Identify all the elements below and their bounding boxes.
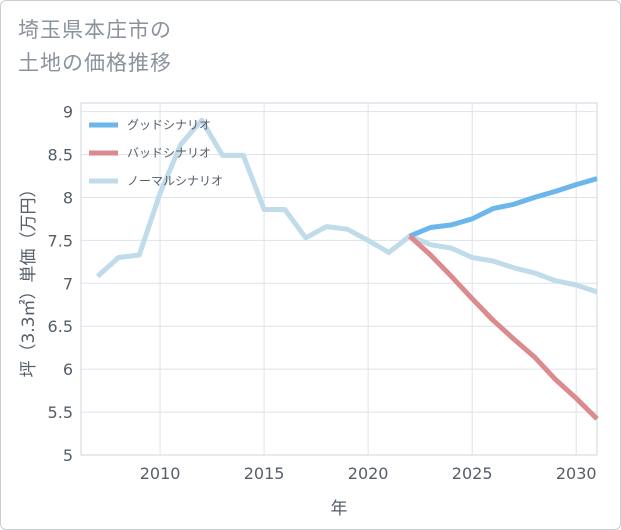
tick-labels: 5 5.5 6 6.5 7 7.5 8 8.5 9 2010 2015 2020 2025 2030 bbox=[48, 103, 597, 483]
x-tick-label: 2020 bbox=[348, 464, 389, 483]
x-tick-label: 2015 bbox=[244, 464, 285, 483]
title-line-2: 土地の価格推移 bbox=[18, 51, 172, 75]
plot-border bbox=[80, 102, 598, 456]
y-tick-label: 7.5 bbox=[48, 231, 73, 250]
legend-label-2: ノーマルシナリオ bbox=[127, 174, 223, 188]
y-tick-label: 6.5 bbox=[48, 317, 73, 336]
legend-label-1: バッドシナリオ bbox=[127, 146, 211, 160]
x-tick-label: 2025 bbox=[452, 464, 493, 483]
x-axis-label: 年 bbox=[331, 499, 348, 519]
title-line-1: 埼玉県本庄市の bbox=[18, 18, 172, 42]
legend-label-0: グッドシナリオ bbox=[127, 118, 211, 132]
x-tick-label: 2030 bbox=[556, 464, 597, 483]
y-tick-label: 8.5 bbox=[48, 146, 73, 165]
y-axis-label: 坪（3.3㎡）単価（万円） bbox=[19, 180, 39, 377]
y-tick-label: 8 bbox=[63, 188, 73, 207]
y-tick-label: 5.5 bbox=[48, 403, 73, 422]
y-tick-label: 9 bbox=[63, 103, 73, 122]
series-line-1 bbox=[408, 234, 599, 421]
series-layer bbox=[95, 117, 599, 421]
y-tick-label: 7 bbox=[63, 274, 73, 293]
series-line-0 bbox=[408, 176, 598, 239]
chart-title: 埼玉県本庄市の 土地の価格推移 bbox=[18, 14, 172, 80]
y-tick-label: 5 bbox=[63, 446, 73, 465]
plot-area-border bbox=[80, 102, 598, 456]
y-tick-label: 6 bbox=[63, 360, 73, 379]
series-line-2 bbox=[95, 117, 598, 295]
x-tick-label: 2010 bbox=[140, 464, 181, 483]
